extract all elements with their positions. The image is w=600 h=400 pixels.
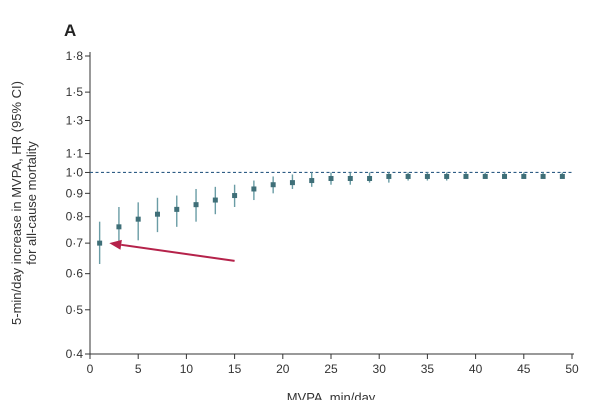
- data-point: [289, 180, 295, 186]
- y-axis-title-line1: 5-min/day increase in MVPA, HR (95% CI): [9, 81, 24, 325]
- y-tick-label: 0·5: [66, 303, 84, 317]
- data-point: [405, 173, 411, 179]
- annotation: [109, 239, 235, 262]
- arrow-head: [109, 239, 122, 250]
- data-point: [463, 173, 469, 179]
- axes: [89, 52, 574, 355]
- data-points: [97, 173, 565, 246]
- data-point: [540, 173, 546, 179]
- y-axis-title-line2: for all-cause mortality: [24, 141, 39, 265]
- y-tick-label: 1·8: [66, 49, 84, 63]
- y-tick-label: 0·7: [66, 236, 84, 250]
- data-point: [309, 178, 315, 184]
- data-point: [347, 175, 353, 181]
- y-tick-label: 0·4: [66, 347, 84, 361]
- x-tick-label: 35: [421, 362, 435, 376]
- x-tick-label: 40: [469, 362, 483, 376]
- y-tick-label: 1·0: [66, 165, 84, 179]
- data-point: [444, 173, 450, 179]
- data-point: [212, 197, 218, 203]
- data-point: [154, 211, 160, 217]
- data-point: [367, 175, 373, 181]
- y-tick-label: 0·8: [66, 210, 84, 224]
- x-tick-label: 0: [87, 362, 94, 376]
- x-tick-label: 5: [135, 362, 142, 376]
- x-tick-label: 20: [276, 362, 290, 376]
- data-point: [482, 173, 488, 179]
- y-tick-label: 0·6: [66, 267, 84, 281]
- y-tick-label: 0·9: [66, 186, 84, 200]
- data-point: [424, 173, 430, 179]
- arrow-shaft: [121, 243, 235, 262]
- x-tick-label: 50: [565, 362, 579, 376]
- x-tick-label: 15: [228, 362, 242, 376]
- data-point: [135, 216, 141, 222]
- data-point: [502, 173, 508, 179]
- x-axis-title: MVPA, min/day: [287, 390, 376, 400]
- error-bars: [98, 172, 564, 264]
- y-axis-title: 5-min/day increase in MVPA, HR (95% CI) …: [9, 81, 39, 325]
- ticks: 0 5 10 15 20 25 30 35 40 45 50 0·4 0·5 0·6 0·7 0·8 0·9 1·…: [66, 49, 579, 376]
- data-point: [386, 173, 392, 179]
- x-tick-label: 10: [180, 362, 194, 376]
- data-point: [174, 206, 180, 212]
- data-point: [521, 173, 527, 179]
- data-point: [97, 240, 103, 246]
- data-point: [328, 175, 334, 181]
- y-tick-label: 1·5: [66, 85, 84, 99]
- y-tick-label: 1·3: [66, 113, 84, 127]
- data-point: [270, 182, 276, 188]
- y-tick-label: 1·1: [66, 147, 84, 161]
- data-point: [251, 186, 257, 192]
- data-point: [116, 224, 122, 230]
- data-point: [232, 193, 238, 199]
- x-tick-label: 30: [373, 362, 387, 376]
- data-point: [559, 173, 565, 179]
- panel-label: A: [64, 21, 76, 40]
- x-tick-label: 45: [517, 362, 531, 376]
- data-point: [193, 202, 199, 208]
- x-tick-label: 25: [324, 362, 338, 376]
